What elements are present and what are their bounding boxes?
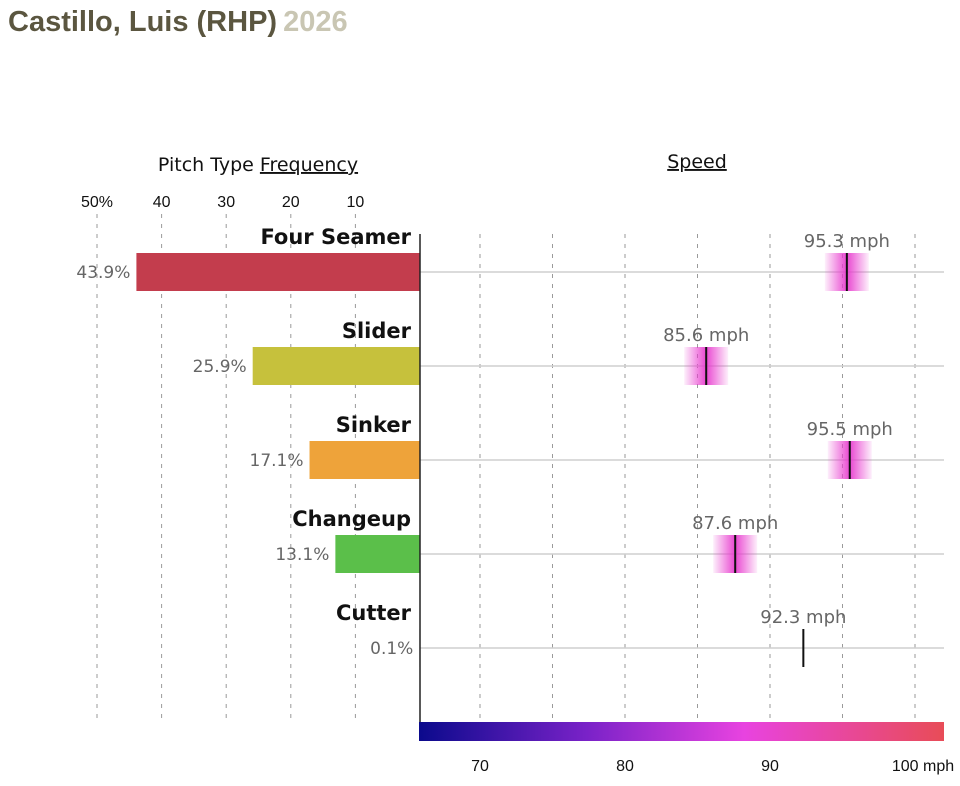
frequency-tick-label: 20 [282, 194, 300, 211]
speed-value-label: 95.3 mph [804, 231, 890, 252]
speed-tick-label: 80 [616, 758, 634, 775]
speed-header: Speed [667, 151, 727, 173]
chart-title: Castillo, Luis (RHP) 2026 [8, 6, 348, 39]
frequency-bar [335, 535, 420, 573]
frequency-header-prefix: Pitch Type [158, 154, 260, 176]
speed-tick-label: 70 [471, 758, 489, 775]
pitch-type-label: Slider [342, 319, 412, 343]
frequency-tick-label: 40 [153, 194, 171, 211]
frequency-value-label: 0.1% [370, 639, 413, 659]
speed-tick-label: 100 mph [892, 758, 954, 775]
pitch-type-label: Sinker [336, 413, 412, 437]
pitch-type-label: Changeup [292, 507, 411, 531]
frequency-tick-label: 30 [217, 194, 235, 211]
frequency-tick-label: 50% [81, 194, 113, 211]
speed-colorbar [419, 722, 944, 741]
pitcher-name: Castillo, Luis (RHP) [8, 6, 278, 38]
speed-tick-label: 90 [761, 758, 779, 775]
frequency-header-link: Frequency [260, 154, 358, 176]
speed-value-label: 95.5 mph [807, 419, 893, 440]
speed-value-label: 92.3 mph [760, 607, 846, 628]
frequency-tick-label: 10 [347, 194, 365, 211]
frequency-bar [252, 347, 420, 385]
pitch-type-label: Four Seamer [260, 225, 411, 249]
frequency-bar [309, 441, 420, 479]
frequency-bar [136, 253, 420, 291]
frequency-value-label: 43.9% [76, 263, 130, 283]
speed-value-label: 87.6 mph [692, 513, 778, 534]
speed-value-label: 85.6 mph [663, 325, 749, 346]
pitch-type-label: Cutter [336, 601, 412, 625]
frequency-value-label: 13.1% [275, 545, 329, 565]
frequency-value-label: 25.9% [193, 357, 247, 377]
frequency-header: Pitch Type Frequency [158, 154, 358, 176]
season-year: 2026 [283, 6, 348, 38]
frequency-value-label: 17.1% [250, 451, 304, 471]
